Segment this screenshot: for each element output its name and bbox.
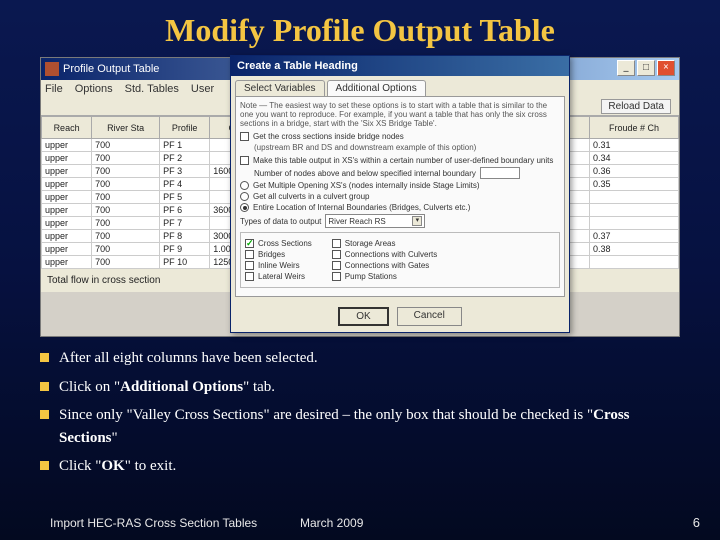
chk-conn-culverts[interactable] <box>332 250 341 259</box>
maximize-button[interactable]: □ <box>637 60 655 76</box>
chk-lateral-weirs[interactable] <box>245 272 254 281</box>
chk-conn-gates[interactable] <box>332 261 341 270</box>
bullet-1: After all eight columns have been select… <box>40 347 680 370</box>
screenshot-area: Profile Output Table _ □ × File Options … <box>40 57 680 337</box>
chevron-down-icon: ▾ <box>412 216 422 226</box>
menu-options[interactable]: Options <box>75 83 113 95</box>
chk-within-boundary[interactable] <box>240 156 249 165</box>
chk-pump-stations[interactable] <box>332 272 341 281</box>
column-header: Froude # Ch <box>589 117 678 139</box>
ok-button[interactable]: OK <box>338 307 388 326</box>
chk-inline-weirs[interactable] <box>245 261 254 270</box>
menu-file[interactable]: File <box>45 83 63 95</box>
column-header: Reach <box>42 117 92 139</box>
column-header: River Sta <box>92 117 160 139</box>
rb-multiple-opening[interactable] <box>240 181 249 190</box>
cancel-button[interactable]: Cancel <box>397 307 462 326</box>
app-icon <box>45 62 59 76</box>
footer-date: March 2009 <box>300 516 500 530</box>
dd-label: Types of data to output <box>240 217 321 226</box>
minimize-button[interactable]: _ <box>617 60 635 76</box>
output-types-group: Cross Sections Bridges Inline Weirs Late… <box>240 232 560 288</box>
column-header: Profile <box>160 117 210 139</box>
chk-storage-areas[interactable] <box>332 239 341 248</box>
dialog-footer: OK Cancel <box>231 301 569 332</box>
slide-number: 6 <box>693 515 700 530</box>
dialog-note: Note — The easiest way to set these opti… <box>240 101 560 128</box>
tab-select-variables[interactable]: Select Variables <box>235 80 325 96</box>
reload-button[interactable]: Reload Data <box>601 99 671 114</box>
bg-window-title: Profile Output Table <box>63 63 159 75</box>
bullet-list: After all eight columns have been select… <box>40 347 680 478</box>
chk-bridges[interactable] <box>245 250 254 259</box>
chk-xs-bridge[interactable] <box>240 132 249 141</box>
footer: Import HEC-RAS Cross Section Tables Marc… <box>50 515 700 530</box>
boundary-count-input[interactable] <box>480 167 520 179</box>
close-button[interactable]: × <box>657 60 675 76</box>
bullet-2: Click on "Additional Options" tab. <box>40 376 680 399</box>
chk-cross-sections[interactable] <box>245 239 254 248</box>
menu-std-tables[interactable]: Std. Tables <box>125 83 179 95</box>
note-example: (upstream BR and DS and downstream examp… <box>254 143 560 152</box>
menu-user[interactable]: User <box>191 83 214 95</box>
create-table-heading-dialog: Create a Table Heading Select Variables … <box>230 55 570 333</box>
slide-title: Modify Profile Output Table <box>0 0 720 57</box>
dialog-titlebar: Create a Table Heading <box>231 56 569 76</box>
rb-internal-boundaries[interactable] <box>240 203 249 212</box>
footer-left: Import HEC-RAS Cross Section Tables <box>50 516 300 530</box>
dialog-body: Note — The easiest way to set these opti… <box>235 96 565 297</box>
rb-culvert-group[interactable] <box>240 192 249 201</box>
tab-additional-options[interactable]: Additional Options <box>327 80 426 96</box>
bullet-4: Click "OK" to exit. <box>40 455 680 478</box>
num-label: Number of nodes above and below specifie… <box>254 169 476 178</box>
bullet-3: Since only "Valley Cross Sections" are d… <box>40 404 680 449</box>
types-dropdown[interactable]: River Reach RS ▾ <box>325 214 425 228</box>
